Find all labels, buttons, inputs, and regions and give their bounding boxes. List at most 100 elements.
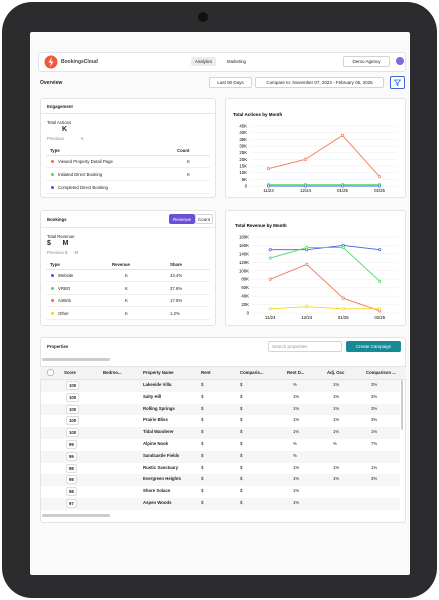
tab[interactable]: Marketing — [227, 59, 246, 64]
y-tick-label: 0 — [245, 184, 248, 189]
point — [268, 248, 272, 252]
property-name[interactable]: Alpine Nook — [143, 441, 169, 446]
column-header[interactable]: Rent D... — [287, 370, 305, 375]
cell: 7% — [371, 441, 378, 446]
series-line — [270, 263, 380, 312]
property-name[interactable]: Rolling Springs — [143, 405, 175, 411]
column-header[interactable]: Score — [64, 370, 76, 375]
cell: $ — [201, 382, 204, 387]
row-share: 17.5% — [170, 298, 183, 303]
compare-select[interactable]: Compare to: November 07, 2024 - February… — [255, 77, 384, 88]
row-type: AirBnb — [58, 298, 71, 303]
property-name[interactable]: Prairie Bliss — [143, 417, 168, 423]
logo-text: BookingsCloud — [61, 59, 98, 65]
column-header[interactable]: Bedroo... — [103, 370, 122, 375]
legend-dot — [51, 160, 54, 163]
cell: 1% — [293, 464, 300, 470]
cell: $ — [240, 441, 243, 446]
column-header: Share — [170, 262, 182, 267]
cell: $ — [201, 405, 204, 411]
point — [305, 246, 309, 250]
cell: $ — [201, 464, 204, 470]
row-share: 43.4% — [170, 273, 183, 278]
column-header[interactable]: Adj. Occ — [327, 370, 345, 375]
range-select[interactable]: Last 90 Days — [209, 77, 252, 88]
property-name[interactable]: Shore Solace — [143, 488, 171, 494]
property-name[interactable]: Aspen Woods — [143, 500, 172, 505]
y-tick-label: 20K — [241, 302, 249, 307]
cell: 1% — [333, 405, 340, 411]
legend-dot — [51, 286, 54, 290]
tab[interactable]: Analytics — [191, 57, 217, 66]
filter-button[interactable] — [390, 76, 405, 89]
cell: $ — [201, 452, 204, 458]
column-header[interactable]: Comparis... — [240, 370, 264, 375]
row-type: Initiated Direct Booking — [58, 172, 103, 177]
cell: 1% — [333, 429, 340, 435]
cell: $ — [201, 429, 204, 435]
cell: $ — [240, 393, 243, 399]
row-count: K — [187, 172, 190, 177]
score-badge: 100 — [66, 428, 80, 438]
cell: 1% — [333, 393, 340, 399]
card-title: Engagement — [47, 104, 73, 109]
cell: % — [333, 441, 337, 446]
property-name[interactable]: Tidal Wanderer — [143, 429, 174, 435]
property-name[interactable]: Sandcastle Fields — [143, 452, 180, 458]
row-type: Completed Direct Booking — [58, 185, 108, 190]
cell: $ — [201, 476, 204, 482]
x-tick-label: 11/24 — [263, 188, 274, 193]
chart-card — [225, 210, 406, 326]
y-tick-label: 180K — [239, 235, 249, 240]
row-revenue: K — [125, 298, 128, 303]
avatar[interactable] — [396, 57, 404, 65]
overview-title: Overview — [40, 80, 63, 86]
column-header: Count — [177, 148, 190, 153]
metric-value: $ M — [47, 240, 69, 247]
score-badge: 100 — [66, 416, 80, 426]
column-header[interactable]: Comparison ... — [366, 370, 396, 375]
y-tick-label: 30K — [239, 144, 247, 149]
legend-dot — [51, 173, 54, 176]
property-name[interactable]: Salty Hill — [143, 393, 162, 399]
x-tick-label: 12/24 — [301, 315, 312, 320]
search-input[interactable]: Search properties — [268, 341, 342, 352]
cell: 1% — [293, 476, 300, 482]
point — [378, 248, 382, 252]
table-header-bg — [40, 366, 406, 380]
cell: $ — [201, 417, 204, 423]
property-name[interactable]: Rustic Sanctuary — [143, 464, 179, 470]
metric-value: K — [62, 126, 68, 133]
column-header[interactable]: Rent — [201, 370, 211, 375]
cell: 3% — [371, 393, 378, 399]
point — [266, 167, 271, 171]
point — [377, 175, 382, 179]
row-bg — [41, 380, 400, 392]
previous-label: Previous — [47, 136, 64, 141]
x-tick-label: 01/25 — [337, 188, 348, 193]
column-header: Type — [50, 262, 60, 267]
cell: $ — [201, 441, 204, 446]
legend-dot — [51, 299, 54, 302]
cell: 3% — [371, 417, 378, 423]
account-button[interactable]: Demo Agency — [343, 56, 390, 67]
engagement-card — [40, 98, 216, 198]
divider — [46, 318, 210, 320]
property-name[interactable]: Evergreen Heights — [143, 476, 181, 482]
select-all[interactable] — [47, 369, 54, 376]
row-revenue: K — [125, 285, 128, 291]
cell: 1% — [293, 500, 300, 505]
column-header[interactable]: Property Name — [143, 370, 174, 375]
create-campaign-button[interactable]: Create Campaign — [346, 341, 401, 352]
divider — [46, 193, 210, 194]
toggle-revenue[interactable]: Revenue — [169, 214, 195, 224]
row-bg — [41, 450, 400, 463]
cell: % — [293, 382, 297, 387]
cell: $ — [240, 417, 243, 423]
row-type: Viewed Property Detail Page — [58, 159, 113, 164]
point — [341, 246, 345, 250]
property-name[interactable]: Lakeside Villa — [143, 382, 172, 387]
cell: 1% — [293, 393, 300, 399]
toggle-count[interactable]: Count — [195, 214, 213, 224]
point — [377, 184, 382, 188]
